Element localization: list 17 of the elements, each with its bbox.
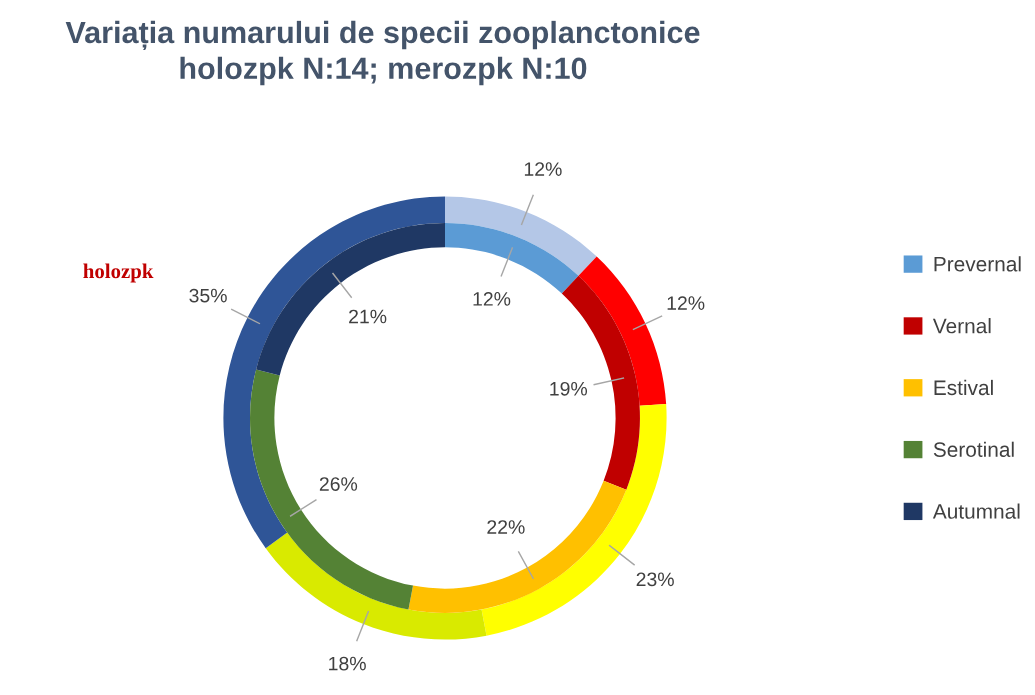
legend-label: Serotinal — [933, 441, 1014, 457]
legend-label: Vernal — [932, 318, 991, 334]
chart-title: Variația numarului de specii zooplanctonice holozpk N:14; merozpk N:10 — [65, 20, 700, 86]
data-label: 12% — [667, 296, 705, 310]
legend-label: Prevernal — [934, 256, 1021, 272]
text: holozpk — [83, 263, 154, 283]
data-label: 23% — [636, 572, 674, 587]
data-label: 21% — [349, 309, 387, 324]
legend-label: Autumnal — [932, 503, 1020, 519]
legend-label: Estival — [934, 379, 993, 396]
data-label: 12% — [524, 162, 562, 176]
data-label: 22% — [487, 520, 525, 534]
data-label: 12% — [473, 292, 511, 306]
data-label: 18% — [329, 656, 366, 671]
data-label: 19% — [550, 381, 588, 396]
data-label: 26% — [319, 477, 358, 491]
data-label: 35% — [189, 288, 227, 303]
